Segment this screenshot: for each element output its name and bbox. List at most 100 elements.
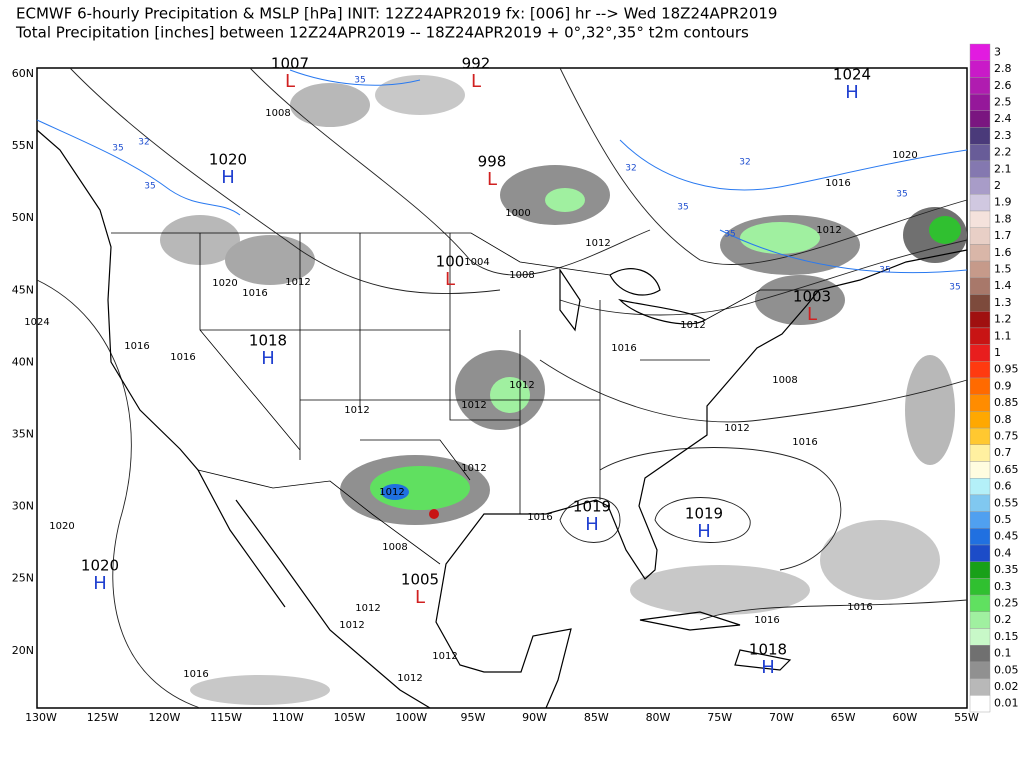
t2m-label: 32 xyxy=(739,158,750,168)
coastlines xyxy=(36,129,968,709)
isobars xyxy=(36,67,968,709)
colorbar-swatch xyxy=(969,394,991,412)
colorbar-label: 1.8 xyxy=(994,212,1012,225)
colorbar-label: 1.9 xyxy=(994,196,1012,209)
colorbar-label: 0.95 xyxy=(994,363,1019,376)
isobar-label: 1016 xyxy=(825,178,850,189)
pressure-value: 1019 xyxy=(573,498,611,516)
colorbar-label: 2.6 xyxy=(994,79,1012,92)
pressure-value: 1024 xyxy=(833,66,871,84)
lon-label: 115W xyxy=(210,711,242,724)
t2m-contour xyxy=(36,119,241,216)
colorbar-swatch xyxy=(969,611,991,629)
colorbar-swatch xyxy=(969,327,991,345)
precip-area xyxy=(545,188,585,212)
pressure-value: 100 xyxy=(436,253,465,271)
isobar-label: 1012 xyxy=(680,320,705,331)
isobar-label: 1016 xyxy=(183,669,208,680)
isobar-label: 1012 xyxy=(379,487,404,498)
pressure-letter: H xyxy=(93,573,107,594)
title-line: Total Precipitation [inches] between 12Z… xyxy=(15,24,749,42)
isobar xyxy=(559,239,968,316)
colorbar-swatch xyxy=(969,377,991,395)
colorbar-swatch xyxy=(969,227,991,245)
pressure-letter: L xyxy=(807,304,817,325)
borders xyxy=(111,232,819,565)
colorbar-label: 2.3 xyxy=(994,129,1012,142)
isobar-label: 1016 xyxy=(242,288,267,299)
colorbar-label: 0.01 xyxy=(994,697,1019,710)
colorbar-swatch xyxy=(969,127,991,145)
isobar-label: 1012 xyxy=(724,423,749,434)
precip-area xyxy=(381,484,409,500)
isobar-label: 1016 xyxy=(527,512,552,523)
colorbar-label: 0.85 xyxy=(994,396,1019,409)
island xyxy=(639,611,792,671)
colorbar-label: 0.5 xyxy=(994,513,1012,526)
isobar-label: 1020 xyxy=(49,521,74,532)
colorbar-swatch xyxy=(969,411,991,429)
precip-area xyxy=(429,509,439,519)
lat-label: 60N xyxy=(12,67,34,80)
colorbar-swatch xyxy=(969,260,991,279)
colorbar-swatch xyxy=(969,210,991,228)
pressure-value: 1019 xyxy=(685,505,723,523)
t2m-label: 35 xyxy=(949,283,960,293)
colorbar-swatch xyxy=(969,695,991,713)
pressure-value: 1020 xyxy=(81,557,119,575)
colorbar-label: 1 xyxy=(994,346,1001,359)
colorbar-swatch xyxy=(969,244,991,262)
colorbar-swatch xyxy=(969,528,991,546)
lon-label: 120W xyxy=(148,711,180,724)
isobar-label: 1012 xyxy=(285,277,310,288)
t2m-label: 35 xyxy=(677,203,688,213)
colorbar-swatch xyxy=(969,444,991,462)
pressure-letter: H xyxy=(845,82,859,103)
colorbar-label: 2.1 xyxy=(994,162,1012,175)
t2m-label: 35 xyxy=(112,144,123,154)
coastline xyxy=(36,129,431,709)
pressure-value: 1005 xyxy=(401,571,439,589)
colorbar-swatch xyxy=(969,344,991,362)
isobar-label: 1012 xyxy=(339,620,364,631)
colorbar-label: 1.5 xyxy=(994,262,1012,275)
colorbar-label: 0.9 xyxy=(994,379,1012,392)
colorbar-label: 0.65 xyxy=(994,463,1019,476)
colorbar-label: 0.45 xyxy=(994,530,1019,543)
lon-label: 125W xyxy=(87,711,119,724)
colorbar-swatch xyxy=(969,561,991,579)
lat-label: 30N xyxy=(12,500,34,513)
precip-area xyxy=(755,275,845,325)
isobar-label: 1016 xyxy=(170,352,195,363)
colorbar-swatch xyxy=(969,194,991,212)
colorbar-swatch xyxy=(969,160,991,178)
colorbar-swatch xyxy=(969,661,991,679)
colorbar-label: 3 xyxy=(994,45,1001,58)
pressure-letter: L xyxy=(415,587,425,608)
isobar-label: 1016 xyxy=(847,602,872,613)
lon-label: 55W xyxy=(954,711,979,724)
precip-area xyxy=(740,222,820,254)
t2m-label: 35 xyxy=(879,266,890,276)
t2m-label: 35 xyxy=(724,230,735,240)
colorbar-label: 0.05 xyxy=(994,663,1019,676)
colorbar-label: 1.2 xyxy=(994,313,1012,326)
precip-area xyxy=(905,355,955,465)
colorbar-label: 0.55 xyxy=(994,496,1019,509)
pressure-value: 1007 xyxy=(271,55,309,73)
colorbar-swatch xyxy=(969,60,991,78)
t2m-label: 32 xyxy=(138,138,149,148)
colorbar-swatch xyxy=(969,578,991,596)
lon-label: 60W xyxy=(892,711,917,724)
precip-area xyxy=(190,675,330,705)
lat-label: 40N xyxy=(12,355,34,368)
isobar-label: 1016 xyxy=(754,615,779,626)
isobar xyxy=(559,497,621,543)
isobar-label: 1008 xyxy=(772,375,797,386)
lon-label: 95W xyxy=(460,711,485,724)
isobar-label: 1004 xyxy=(464,257,489,268)
colorbar-swatch xyxy=(969,594,991,612)
isobar-label: 1012 xyxy=(461,463,486,474)
pressure-value: 1018 xyxy=(749,641,787,659)
colorbar-swatch xyxy=(969,177,991,195)
